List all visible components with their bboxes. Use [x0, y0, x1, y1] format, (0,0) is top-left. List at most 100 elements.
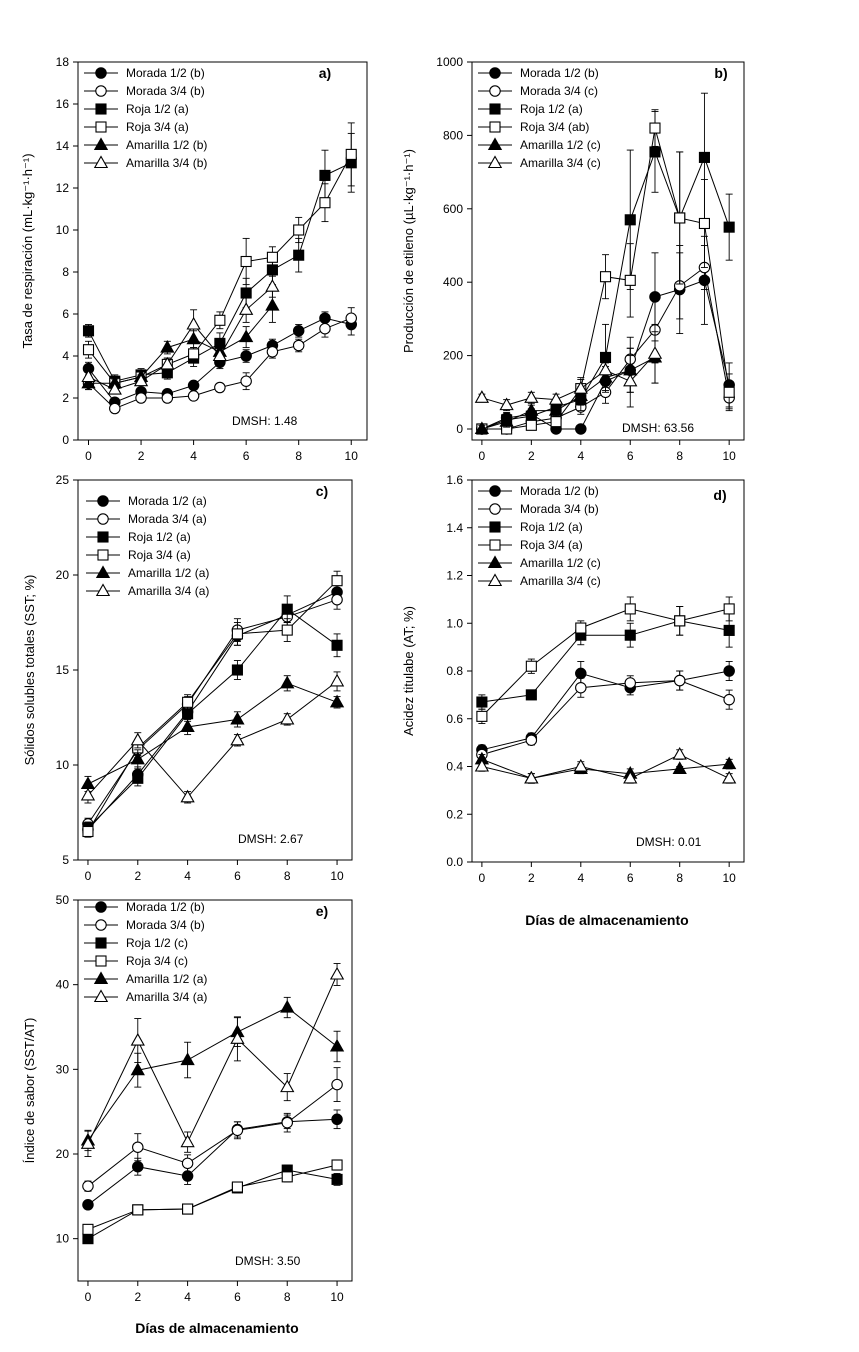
- y-tick-label: 0.8: [446, 664, 463, 678]
- dmsh-note: DMSH: 63.56: [622, 421, 694, 435]
- data-point: [331, 1078, 343, 1091]
- series-line: [481, 353, 656, 406]
- legend-label: Roja 3/4 (a): [128, 548, 191, 562]
- legend-label: Amarilla 3/4 (b): [126, 156, 207, 170]
- data-point: [474, 421, 490, 435]
- plot-frame: [77, 899, 353, 1282]
- data-point: [239, 302, 254, 315]
- legend-marker: [95, 919, 107, 931]
- y-tick-label: 15: [56, 663, 70, 677]
- legend-marker: [95, 67, 107, 79]
- plot-frame: [77, 61, 368, 441]
- data-point: [281, 1116, 293, 1129]
- legend-marker: [97, 531, 109, 543]
- series-line: [87, 580, 338, 832]
- series-circle-filled: [476, 661, 735, 756]
- legend-marker: [489, 503, 501, 515]
- legend-label: Morada 3/4 (c): [520, 84, 598, 98]
- x-tick-label: 6: [627, 871, 634, 885]
- data-point: [80, 1136, 96, 1149]
- legend-marker: [93, 155, 109, 169]
- y-tick-label: 18: [56, 55, 70, 69]
- legend-marker: [97, 513, 109, 525]
- legend-marker: [487, 155, 503, 169]
- legend-marker: [489, 103, 501, 115]
- data-point: [723, 665, 735, 677]
- data-point: [132, 1204, 144, 1216]
- data-point: [132, 772, 144, 784]
- x-tick-label: 2: [134, 1290, 141, 1304]
- data-point: [672, 746, 687, 760]
- legend: Morada 1/2 (b) Morada 3/4 (b) Roja 1/2 (c)…: [84, 900, 207, 1004]
- series-circle-open: [82, 1067, 343, 1192]
- panel-label: b): [714, 65, 727, 81]
- data-point: [624, 214, 636, 226]
- data-point: [180, 789, 195, 803]
- series-line: [87, 591, 338, 830]
- legend-marker: [95, 955, 107, 967]
- x-tick-label: 6: [243, 449, 250, 463]
- data-point: [548, 403, 564, 416]
- series-line: [87, 681, 338, 799]
- legend-label: Morada 1/2 (b): [520, 66, 599, 80]
- legend-label: Roja 1/2 (c): [126, 936, 188, 950]
- y-tick-label: 1.6: [446, 473, 463, 487]
- legend-label: Morada 1/2 (a): [128, 494, 207, 508]
- series-line: [481, 608, 730, 717]
- data-point: [293, 224, 305, 236]
- data-point: [474, 390, 490, 403]
- y-tick-label: 200: [443, 349, 463, 363]
- data-point: [280, 711, 295, 725]
- data-point: [319, 169, 331, 181]
- data-point: [231, 1124, 244, 1137]
- data-point: [331, 1159, 343, 1171]
- y-tick-label: 800: [443, 128, 463, 142]
- legend-marker: [95, 901, 107, 913]
- data-point: [130, 751, 145, 765]
- y-axis-title: Producción de etileno (µL·kg⁻¹·h⁻¹): [401, 149, 416, 353]
- data-point: [723, 603, 735, 615]
- data-point: [181, 1157, 194, 1170]
- data-point: [649, 146, 661, 158]
- legend: Morada 1/2 (b) Morada 3/4 (b) Roja 1/2 (a)…: [478, 484, 601, 588]
- data-point: [649, 122, 661, 134]
- data-point: [345, 312, 357, 324]
- x-tick-label: 0: [85, 869, 92, 883]
- legend-label: Amarilla 1/2 (c): [520, 138, 601, 152]
- x-tick-label: 4: [190, 449, 197, 463]
- x-tick-label: 8: [284, 1290, 291, 1304]
- data-point: [212, 348, 228, 362]
- x-tick-label: 6: [234, 1290, 241, 1304]
- chart-panel-d: 0.0 0.2 0.4 0.6 0.8 1.0 1.2 1.4 1.6 0 2 4 6 8 10 Acidez…: [401, 473, 745, 885]
- data-point: [599, 271, 612, 283]
- legend-marker: [95, 85, 107, 97]
- data-point: [293, 249, 305, 261]
- x-tick-label: 4: [577, 449, 584, 463]
- legend-label: Roja 1/2 (a): [520, 520, 583, 534]
- data-point: [239, 329, 254, 343]
- data-point: [331, 1173, 343, 1185]
- legend-marker: [93, 137, 109, 151]
- data-point: [476, 710, 488, 722]
- data-point: [698, 151, 710, 163]
- data-point: [698, 217, 710, 230]
- data-point: [722, 756, 737, 770]
- x-tick-label: 10: [722, 871, 736, 885]
- chart-panel-e: 10 20 30 40 50 0 2 4 6 8 10 Índice de sabor (SST/AT…: [22, 893, 353, 1304]
- x-tick-label: 0: [85, 1290, 92, 1304]
- data-point: [130, 1032, 145, 1046]
- legend-label: Amarilla 3/4 (c): [520, 574, 601, 588]
- data-point: [281, 603, 293, 615]
- data-point: [186, 316, 201, 330]
- data-point: [598, 362, 613, 376]
- series-triangle-filled: [474, 751, 737, 784]
- series-square-filled: [476, 606, 735, 710]
- y-axis-title: Índice de sabor (SST/AT): [22, 1018, 37, 1164]
- series-line: [481, 679, 730, 756]
- data-point: [187, 390, 200, 402]
- series-triangle-open: [474, 323, 663, 412]
- dmsh-note: DMSH: 0.01: [636, 835, 702, 849]
- data-point: [331, 639, 343, 651]
- x-tick-label: 0: [479, 871, 486, 885]
